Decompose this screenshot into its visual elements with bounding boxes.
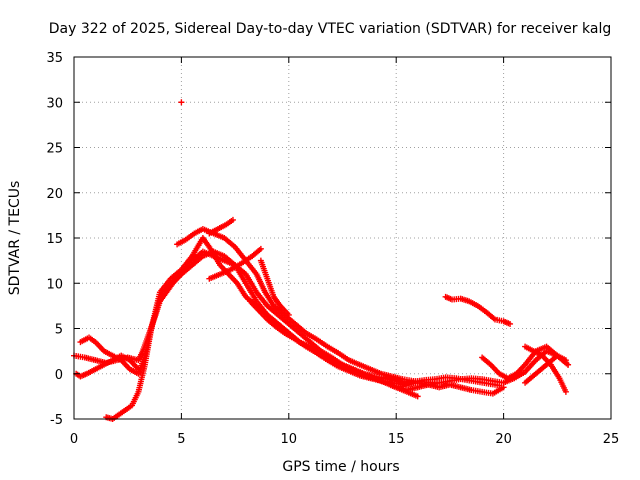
series-track-13 — [73, 352, 142, 380]
y-tick-label: 5 — [55, 323, 63, 338]
data-point-marker — [565, 361, 572, 368]
series-track-9 — [442, 293, 514, 327]
data-point-marker — [562, 357, 569, 364]
y-tick-label: 25 — [46, 142, 63, 157]
series-outlier — [178, 99, 185, 106]
x-tick-label: 5 — [177, 432, 185, 447]
series-track-8 — [257, 257, 292, 318]
y-tick-label: 35 — [46, 51, 63, 66]
data-point-marker — [178, 99, 185, 106]
y-tick-label: -5 — [50, 413, 63, 428]
x-tick-label: 20 — [495, 432, 512, 447]
chart-title: Day 322 of 2025, Sidereal Day-to-day VTE… — [49, 21, 611, 37]
x-tick-label: 10 — [281, 432, 298, 447]
series-track-6 — [206, 245, 264, 282]
x-tick-label: 25 — [603, 432, 620, 447]
y-tick-label: 10 — [46, 277, 63, 292]
y-tick-label: 20 — [46, 187, 63, 202]
series-track-5 — [206, 216, 236, 237]
data-point-marker — [562, 388, 569, 395]
grid-layer — [74, 57, 611, 419]
data-point-marker — [414, 393, 421, 400]
data-point-marker — [500, 384, 507, 391]
y-tick-label: 15 — [46, 232, 63, 247]
x-tick-label: 15 — [388, 432, 405, 447]
data-point-marker — [257, 245, 264, 252]
x-tick-label: 0 — [70, 432, 78, 447]
data-point-marker — [507, 320, 514, 327]
data-point-marker — [285, 311, 292, 318]
tick-layer: -5 0 5 10 15 20 25 30 35 0 5 10 15 20 25 — [46, 51, 619, 447]
data-point-marker — [496, 382, 503, 389]
series-track-12 — [522, 352, 569, 386]
data-point-marker — [229, 216, 236, 223]
data-layer — [71, 99, 572, 422]
y-tick-label: 0 — [55, 368, 63, 383]
x-axis-label: GPS time / hours — [282, 459, 399, 475]
series-track-7 — [247, 298, 503, 389]
y-axis-label: SDTVAR / TECUs — [7, 181, 23, 296]
y-tick-label: 30 — [46, 96, 63, 111]
data-point-marker — [135, 366, 142, 373]
